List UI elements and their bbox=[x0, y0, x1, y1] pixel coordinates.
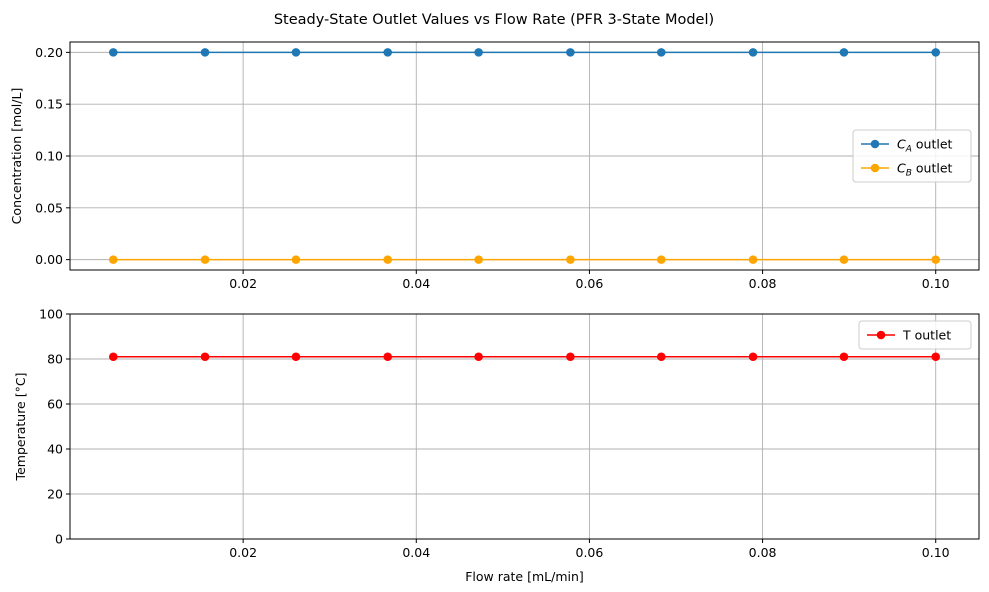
legend-entry-label: CB outlet bbox=[897, 161, 953, 179]
data-point bbox=[291, 48, 301, 57]
legend-entry-label: CA outlet bbox=[897, 137, 953, 155]
data-point bbox=[931, 48, 941, 57]
data-point bbox=[748, 255, 758, 264]
x-tick-label: 0.06 bbox=[576, 545, 604, 560]
y-axis-label: Concentration [mol/L] bbox=[9, 88, 24, 225]
legend: CA outlet CB outlet bbox=[852, 129, 972, 183]
data-point bbox=[474, 352, 483, 362]
data-point bbox=[200, 352, 210, 362]
legend-entry-label: T outlet bbox=[902, 328, 951, 343]
data-point bbox=[656, 352, 666, 362]
x-tick-label: 0.04 bbox=[402, 276, 430, 291]
data-point bbox=[108, 48, 118, 57]
y-tick-label: 0.15 bbox=[35, 97, 63, 112]
x-tick-label: 0.02 bbox=[229, 545, 257, 560]
x-tick-label: 0.10 bbox=[922, 545, 950, 560]
data-point bbox=[474, 255, 483, 264]
y-tick-label: 80 bbox=[47, 352, 63, 367]
data-point bbox=[108, 255, 118, 264]
plot-frame bbox=[69, 313, 980, 540]
x-tick-label: 0.10 bbox=[922, 276, 950, 291]
y-tick-label: 100 bbox=[39, 307, 63, 322]
data-point bbox=[291, 352, 301, 362]
concentration-panel: 0.02 0.04 0.06 0.08 0.10 0.00 0.05 0.10 0.15 0.20… bbox=[9, 41, 980, 291]
data-point bbox=[931, 255, 941, 264]
data-point bbox=[200, 255, 210, 264]
data-point bbox=[383, 255, 393, 264]
data-point bbox=[291, 255, 301, 264]
figure-title: Steady-State Outlet Values vs Flow Rate … bbox=[274, 12, 714, 28]
data-point bbox=[839, 352, 849, 362]
legend-box bbox=[852, 129, 972, 183]
x-tick-label: 0.08 bbox=[749, 545, 777, 560]
data-point bbox=[656, 255, 666, 264]
data-point bbox=[748, 352, 758, 362]
temperature-panel: 0.02 0.04 0.06 0.08 0.10 0 20 40 60 80 100 Temperat… bbox=[13, 307, 980, 584]
data-point bbox=[839, 255, 849, 264]
y-tick-label: 20 bbox=[47, 487, 63, 502]
data-point bbox=[108, 352, 118, 362]
data-point bbox=[839, 48, 849, 57]
data-point bbox=[383, 48, 393, 57]
data-point bbox=[566, 352, 575, 362]
y-tick-label: 60 bbox=[47, 397, 63, 412]
y-tick-label: 0.10 bbox=[35, 149, 63, 164]
data-point bbox=[200, 48, 210, 57]
data-point bbox=[931, 352, 941, 362]
y-axis-label: Temperature [°C] bbox=[13, 373, 28, 482]
data-point bbox=[566, 48, 575, 57]
y-tick-label: 0.05 bbox=[35, 200, 63, 215]
data-point bbox=[748, 48, 758, 57]
data-point bbox=[474, 48, 483, 57]
data-point bbox=[383, 352, 393, 362]
data-point bbox=[566, 255, 575, 264]
data-point bbox=[656, 48, 666, 57]
x-tick-label: 0.04 bbox=[402, 545, 430, 560]
x-axis-label: Flow rate [mL/min] bbox=[465, 569, 584, 584]
legend-box bbox=[858, 320, 972, 350]
y-tick-label: 0.20 bbox=[35, 45, 63, 60]
x-tick-label: 0.08 bbox=[749, 276, 777, 291]
legend-swatch-marker bbox=[870, 163, 880, 173]
legend-swatch-marker bbox=[870, 139, 880, 149]
x-tick-label: 0.02 bbox=[229, 276, 257, 291]
plot-frame bbox=[69, 41, 980, 271]
legend: T outlet bbox=[858, 320, 972, 350]
y-tick-label: 0 bbox=[55, 532, 63, 547]
legend-swatch-marker bbox=[876, 330, 886, 340]
y-tick-label: 0.00 bbox=[35, 252, 63, 267]
x-tick-label: 0.06 bbox=[576, 276, 604, 291]
y-tick-label: 40 bbox=[47, 442, 63, 457]
